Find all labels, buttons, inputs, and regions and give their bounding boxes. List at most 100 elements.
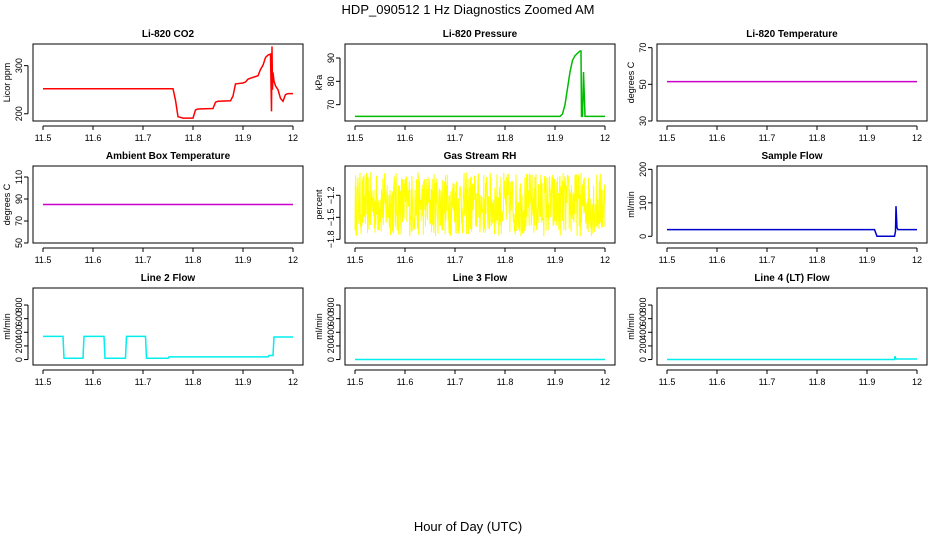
panel-5-xtick-label: 11.8: [809, 255, 826, 265]
panel-1-xtick-label: 11.7: [447, 133, 464, 143]
panel-3-xtick-label: 11.6: [85, 255, 102, 265]
panel-2-frame: [656, 43, 928, 122]
panel-0: Li-820 CO2 11.5 11.6 11.7 11.8 11.9 12 200 300Li…: [2, 29, 304, 143]
panel-1-ylabel: kPa: [314, 75, 324, 91]
panel-8-xtick-label: 11.9: [859, 377, 876, 387]
panel-2-xtick-label: 11.7: [759, 133, 776, 143]
panel-4-xtick-label: 11.7: [447, 255, 464, 265]
panel-0-xtick-label: 11.6: [85, 133, 102, 143]
panel-1: Li-820 Pressure 11.5 11.6 11.7 11.8 11.9 12 70 8…: [314, 29, 616, 143]
panel-6-ytick-label: 200: [14, 338, 24, 353]
panel-1-xtick-label: 11.6: [397, 133, 414, 143]
panel-3-xtick-label: 11.8: [185, 255, 202, 265]
panel-0-ytick-label: 300: [14, 58, 24, 73]
panel-0-xtick-label: 11.7: [135, 133, 152, 143]
panel-4: Gas Stream RH 11.5 11.6 11.7 11.8 11.9 12 −1.8 −…: [314, 151, 616, 265]
panel-8-ytick-label: 800: [638, 298, 648, 313]
panel-4-xtick-label: 12: [600, 255, 610, 265]
panel-6-xtick-label: 11.5: [35, 377, 52, 387]
panel-7-title: Line 3 Flow: [453, 273, 508, 284]
panel-6-ytick-label: 800: [14, 298, 24, 313]
panel-7-frame: [344, 287, 616, 366]
panel-0-ylabel: Licor ppm: [2, 63, 12, 103]
panel-4-xtick-label: 11.5: [347, 255, 364, 265]
panel-5-xtick-label: 11.7: [759, 255, 776, 265]
panel-8-title: Line 4 (LT) Flow: [754, 273, 830, 284]
panel-3-xtick-label: 11.9: [235, 255, 252, 265]
panel-4-xtick-label: 11.8: [497, 255, 514, 265]
panel-8-xtick-label: 12: [912, 377, 922, 387]
panel-5-series-line: [667, 206, 917, 238]
panel-6-xtick-label: 12: [288, 377, 298, 387]
panel-5-title: Sample Flow: [761, 151, 822, 162]
panel-2-title: Li-820 Temperature: [746, 29, 838, 40]
panel-4-xtick-label: 11.6: [397, 255, 414, 265]
panel-0-xtick-label: 11.5: [35, 133, 52, 143]
figure-title: HDP_090512 1 Hz Diagnostics Zoomed AM: [342, 2, 595, 17]
panel-2-ytick-label: 70: [638, 43, 648, 53]
panel-3-ytick-label: 110: [14, 170, 24, 184]
panel-4-title: Gas Stream RH: [444, 151, 517, 162]
panel-7-xtick-label: 12: [600, 377, 610, 387]
panel-3-title: Ambient Box Temperature: [106, 151, 231, 162]
panel-5-ytick-label: 0: [638, 234, 648, 239]
panel-2-ytick-label: 50: [638, 79, 648, 89]
panel-5-xtick-label: 11.6: [709, 255, 726, 265]
panel-6-series-line: [43, 335, 293, 359]
panel-5: Sample Flow 11.5 11.6 11.7 11.8 11.9 12 0 100 200…: [626, 151, 928, 265]
panel-0-title: Li-820 CO2: [142, 29, 195, 40]
panel-5-frame: [656, 165, 928, 244]
panel-6-ytick-label: 600: [14, 311, 24, 326]
panel-5-xtick-label: 11.9: [859, 255, 876, 265]
panel-2-ytick-label: 30: [638, 116, 648, 126]
panel-4-xtick-label: 11.9: [547, 255, 564, 265]
panel-5-xtick-label: 11.5: [659, 255, 676, 265]
panel-7-xtick-label: 11.8: [497, 377, 514, 387]
panel-2-xtick-label: 11.5: [659, 133, 676, 143]
panel-6-ytick-label: 400: [14, 325, 24, 340]
panel-2-xtick-label: 11.9: [859, 133, 876, 143]
panel-6-xtick-label: 11.7: [135, 377, 152, 387]
panel-1-ytick-label: 90: [326, 53, 336, 63]
panel-4-frame: [344, 165, 616, 244]
panel-8-frame: [656, 287, 928, 366]
panel-1-ytick-label: 80: [326, 76, 336, 86]
panel-4-ytick-label: −1.2: [326, 186, 336, 204]
panel-8: Line 4 (LT) Flow 11.5 11.6 11.7 11.8 11.9 12 0 2…: [626, 273, 928, 387]
panel-1-title: Li-820 Pressure: [443, 29, 518, 40]
panel-1-xtick-label: 11.8: [497, 133, 514, 143]
panel-7-xtick-label: 11.6: [397, 377, 414, 387]
panel-8-ytick-label: 0: [638, 357, 648, 362]
panel-6-xtick-label: 11.6: [85, 377, 102, 387]
panel-2-xtick-label: 11.6: [709, 133, 726, 143]
panel-1-frame: [344, 43, 616, 122]
panel-7-ytick-label: 0: [326, 357, 336, 362]
panel-5-ytick-label: 100: [638, 195, 648, 210]
figure-xlabel: Hour of Day (UTC): [414, 519, 522, 534]
panel-3-xtick-label: 11.5: [35, 255, 52, 265]
panel-1-ytick-label: 70: [326, 100, 336, 110]
panel-7-xtick-label: 11.7: [447, 377, 464, 387]
panel-7-ytick-label: 400: [326, 325, 336, 340]
panel-2-xtick-label: 12: [912, 133, 922, 143]
panel-8-series-line: [667, 355, 917, 361]
panel-1-series-line: [355, 50, 605, 118]
panel-6-frame: [32, 287, 304, 366]
panel-3-xtick-label: 11.7: [135, 255, 152, 265]
panel-4-series-line: [354, 172, 606, 237]
panel-6-ytick-label: 0: [14, 357, 24, 362]
panel-8-xtick-label: 11.6: [709, 377, 726, 387]
panel-5-xtick-label: 12: [912, 255, 922, 265]
panel-3: Ambient Box Temperature 11.5 11.6 11.7 11.8 1…: [2, 151, 304, 265]
panel-6: Line 2 Flow 11.5 11.6 11.7 11.8 11.9 12 0 200400…: [2, 273, 304, 387]
panel-0-series-line: [43, 46, 293, 119]
panel-0-frame: [32, 43, 304, 122]
panel-6-xtick-label: 11.8: [185, 377, 202, 387]
panel-3-ylabel: degrees C: [2, 183, 12, 225]
panel-4-ylabel: percent: [314, 189, 324, 220]
panel-7-ytick-label: 200: [326, 338, 336, 353]
panel-0-xtick-label: 11.9: [235, 133, 252, 143]
panel-7-xtick-label: 11.9: [547, 377, 564, 387]
panel-4-ytick-label: −1.5: [326, 208, 336, 226]
